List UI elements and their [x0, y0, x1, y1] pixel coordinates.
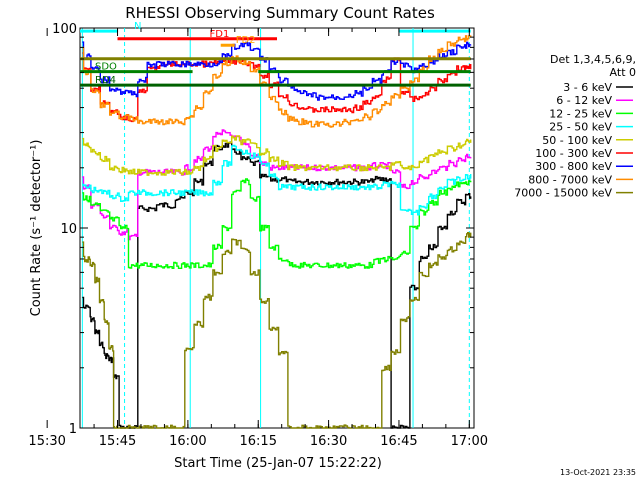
legend-label-6: 300 - 800 keV — [535, 160, 612, 173]
y-axis-label: Count Rate (s⁻¹ detector⁻¹) — [29, 140, 44, 317]
x-axis-label: Start Time (25-Jan-07 15:22:22) — [174, 456, 382, 471]
x-tick-label-3: 16:15 — [240, 434, 277, 449]
series-line-8 — [82, 232, 472, 429]
x-tick-label-5: 16:45 — [380, 434, 417, 449]
series-line-2 — [82, 178, 472, 269]
y-tick-label-1: 10 — [60, 222, 77, 237]
chart-title: RHESSI Observing Summary Count Rates — [125, 4, 435, 22]
series-line-0 — [82, 141, 472, 429]
legend-label-7: 800 - 7000 keV — [528, 173, 612, 186]
flag-label-1: FD1 — [210, 29, 230, 40]
x-tick-label-2: 16:00 — [169, 434, 206, 449]
axis-ticks: 15:30 15:45 16:00 16:15 16:30 16:45 17:00 1 10 10… — [28, 22, 488, 449]
flag-bars: N FD1 FD2 SDO RD4 — [80, 21, 471, 87]
legend-header-1: Att 0 — [610, 66, 636, 79]
x-tick-label-0: 15:30 — [28, 434, 65, 449]
vertical-markers — [81, 28, 470, 428]
y-tick-label-0: 1 — [69, 422, 77, 437]
y-tick-label-2: 100 — [52, 22, 77, 37]
legend-label-3: 25 - 50 keV — [549, 121, 612, 134]
flag-label-5: RD4 — [95, 75, 116, 86]
flag-label-0: N — [134, 21, 141, 32]
flag-label-4: SDO — [95, 62, 117, 73]
series-line-7 — [82, 35, 472, 128]
series-line-4 — [82, 135, 472, 176]
legend-label-4: 50 - 100 keV — [542, 134, 612, 147]
footer-timestamp: 13-Oct-2021 23:35 — [560, 468, 636, 477]
x-tick-label-6: 17:00 — [451, 434, 488, 449]
plot-frame — [79, 27, 475, 429]
series-line-1 — [82, 129, 472, 241]
legend-label-2: 12 - 25 keV — [549, 107, 612, 120]
series-lines — [82, 35, 472, 429]
x-tick-label-4: 16:30 — [310, 434, 347, 449]
series-line-3 — [82, 144, 472, 216]
x-tick-label-1: 15:45 — [99, 434, 136, 449]
legend-label-0: 3 - 6 keV — [563, 81, 612, 94]
legend-label-8: 7000 - 15000 keV — [514, 187, 612, 200]
flag-label-2: FD2 — [236, 35, 256, 46]
series-line-5 — [82, 52, 472, 123]
legend-header-0: Det 1,3,4,5,6,9, — [550, 53, 636, 66]
legend-label-1: 6 - 12 keV — [556, 94, 612, 107]
legend-label-5: 100 - 300 keV — [535, 147, 612, 160]
